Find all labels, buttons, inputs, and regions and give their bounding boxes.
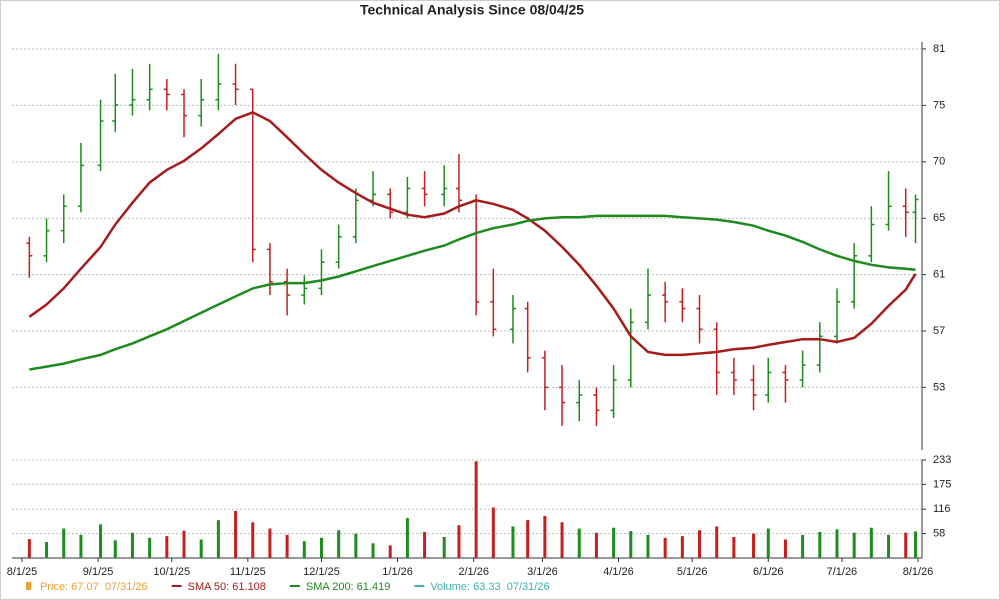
volume-bar [594,532,598,558]
volume-bar [99,524,103,558]
x-tick-label: 12/1/25 [303,566,340,578]
volume-bar [698,530,702,558]
x-tick-label: 6/1/26 [753,566,784,578]
legend-swatch [26,582,31,590]
volume-bar [914,531,918,558]
volume-bar [801,534,805,558]
y-tick-label: 81 [933,43,945,55]
volume-bar [234,510,238,558]
y-tick-label: 233 [933,454,951,466]
volume-bar [354,533,358,558]
x-tick-label: 8/1/25 [7,566,38,578]
volume-bar [511,526,515,558]
volume-bar [442,536,446,558]
volume-bar [130,532,134,558]
y-tick-label: 61 [933,269,945,281]
legend-label: Price: 67.07 07/31/26 [40,581,148,593]
volume-bar [869,527,873,558]
volume-bar [285,534,289,558]
volume-bar [113,540,117,558]
volume-bar [27,539,31,558]
x-tick-label: 9/1/25 [83,566,114,578]
volume-bar [835,529,839,558]
volume-bar [904,532,908,558]
volume-bar [199,539,203,558]
volume-bar [766,528,770,558]
volume-bar [268,528,272,558]
x-tick-label: 4/1/26 [603,566,634,578]
volume-bar [526,520,530,558]
volume-bar [783,539,787,558]
x-tick-label: 5/1/26 [677,566,708,578]
volume-bar [45,542,49,558]
volume-bar [680,536,684,558]
volume-bar [732,536,736,558]
x-tick-label: 3/1/26 [527,566,558,578]
y-tick-label: 53 [933,381,945,393]
sma-line [29,214,916,371]
legend-label: Volume: 63.33 07/31/26 [430,581,549,593]
volume-bar [302,541,306,558]
y-tick-label: 58 [933,528,945,540]
volume-bar [423,531,427,558]
x-tick-label: 8/1/26 [903,566,934,578]
volume-bar [646,534,650,558]
volume-bar [388,545,392,558]
volume-bar [216,520,220,558]
y-tick-label: 116 [933,503,951,515]
chart-title: Technical Analysis Since 08/04/25 [360,2,584,18]
x-tick-label: 7/1/26 [827,566,858,578]
y-tick-label: 175 [933,478,951,490]
x-tick-label: 11/1/25 [230,566,266,578]
volume-bar [612,527,616,558]
volume-bar [165,536,169,558]
x-tick-label: 10/1/25 [153,566,190,578]
volume-bar [491,507,495,558]
volume-bar [79,534,83,558]
volume-bar [337,530,341,558]
x-tick-label: 2/1/26 [458,566,489,578]
volume-bar [319,537,323,558]
volume-bar [62,528,66,558]
volume-bar [405,518,409,558]
volume-bar [752,533,756,558]
volume-bar [148,537,152,558]
x-tick-label: 1/1/26 [382,566,413,578]
y-tick-label: 70 [933,156,945,168]
legend-label: SMA 200: 61.419 [306,581,390,593]
volume-bar [560,522,564,558]
volume-bar [663,537,667,558]
volume-bar [818,531,822,558]
y-tick-label: 57 [933,325,945,337]
volume-bar [474,461,478,558]
volume-bar [629,531,633,558]
sma-line [28,111,917,357]
volume-bar [715,526,719,558]
volume-bar [182,530,186,558]
volume-bar [371,543,375,558]
volume-bar [543,515,547,558]
y-tick-label: 65 [933,212,945,224]
volume-bar [887,534,891,558]
volume-bar [457,525,461,558]
volume-bar [251,522,255,558]
y-tick-label: 75 [933,99,945,111]
volume-bar [852,532,856,558]
volume-bar [577,528,581,558]
legend-label: SMA 50: 61.108 [188,581,266,593]
